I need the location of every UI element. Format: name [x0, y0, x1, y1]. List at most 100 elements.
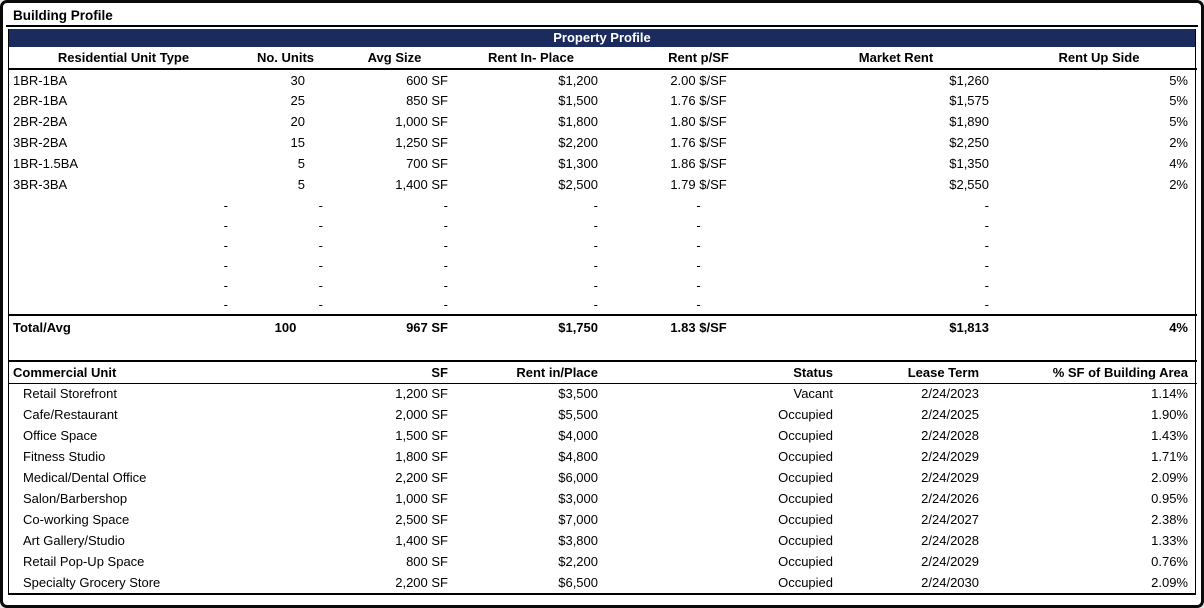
table-cell: 800 SF — [406, 554, 448, 569]
table-cell: 1.71% — [1151, 449, 1188, 464]
table-cell: 25 — [290, 93, 305, 108]
table-cell: Office Space — [23, 428, 98, 443]
total-row: Total/Avg 100 967 SF $1,750 1.83 $/SF $1,813 4… — [9, 314, 1197, 338]
table-cell: 2.00 $/SF — [670, 72, 727, 88]
column-header: Commercial Unit — [9, 361, 316, 384]
table-cell: $6,000 — [558, 470, 598, 485]
table-cell: $7,000 — [558, 512, 598, 527]
empty-cell: - — [593, 217, 598, 233]
table-cell: $4,000 — [558, 428, 598, 443]
commercial-header-row: Commercial Unit SF Rent in/Place Status Leas… — [9, 361, 1197, 384]
column-header: Rent In- Place — [456, 47, 606, 70]
table-cell: Salon/Barbershop — [23, 491, 128, 506]
empty-cell: - — [223, 257, 228, 273]
table-cell: 4% — [1169, 156, 1188, 171]
table-cell: 2,200 SF — [395, 575, 448, 590]
table-cell: $1,350 — [949, 156, 989, 171]
table-row: Retail Pop-Up Space 800 SF $2,200 Occupied 2… — [9, 551, 1197, 572]
table-row: 1BR-1.5BA 5 700 SF $1,300 1.86 $/SF $1,350 4% — [9, 153, 1197, 174]
column-header: Avg Size — [333, 47, 456, 70]
empty-cell — [1001, 195, 1197, 215]
empty-cell: - — [318, 217, 323, 233]
table-cell: 1.14% — [1151, 386, 1188, 402]
empty-cell — [1001, 215, 1197, 235]
empty-cell: - — [443, 237, 448, 253]
commercial-units-table: Commercial Unit SF Rent in/Place Status Leas… — [9, 360, 1197, 593]
table-cell: Medical/Dental Office — [23, 470, 147, 485]
table-cell: 1,200 SF — [395, 386, 448, 402]
column-header: Market Rent — [791, 47, 1001, 70]
empty-cell: - — [318, 277, 323, 293]
table-cell: 2,500 SF — [395, 512, 448, 527]
table-cell: 2.09% — [1151, 470, 1188, 485]
table-cell: 1BR-1.5BA — [13, 156, 79, 171]
table-row: Office Space 1,500 SF $4,000 Occupied 2/24/2… — [9, 425, 1197, 446]
table-cell: 30 — [290, 72, 305, 88]
table-cell: 2.09% — [1151, 575, 1188, 590]
table-cell: 2/24/2026 — [921, 491, 979, 506]
table-cell: 2/24/2029 — [921, 470, 979, 485]
empty-cell: - — [318, 257, 323, 273]
empty-cell: - — [696, 237, 701, 253]
table-cell: $1,890 — [949, 114, 989, 129]
page-title: Building Profile — [6, 3, 1198, 27]
table-cell: $1,260 — [949, 72, 989, 88]
empty-cell: - — [593, 297, 598, 312]
total-cell: $1,813 — [791, 314, 1001, 338]
table-cell: $1,500 — [558, 93, 598, 108]
table-cell: 5 — [297, 177, 305, 192]
table-row: Salon/Barbershop 1,000 SF $3,000 Occupied 2/… — [9, 488, 1197, 509]
empty-cell: - — [223, 277, 228, 293]
table-cell: Occupied — [778, 512, 833, 527]
empty-cell — [1001, 235, 1197, 255]
table-cell: 0.76% — [1151, 554, 1188, 569]
table-cell: 3BR-2BA — [13, 135, 68, 150]
table-cell: 2/24/2027 — [921, 512, 979, 527]
column-header: Status — [606, 361, 841, 384]
empty-cell: - — [593, 277, 598, 293]
table-cell: $6,500 — [558, 575, 598, 590]
empty-row: ------ — [9, 195, 1197, 215]
table-cell: $3,800 — [558, 533, 598, 548]
table-cell: $3,500 — [558, 386, 598, 402]
table-row: Retail Storefront 1,200 SF $3,500 Vacant 2/2… — [9, 383, 1197, 404]
table-cell: 2/24/2028 — [921, 428, 979, 443]
table-cell: $2,200 — [558, 135, 598, 150]
table-cell: $4,800 — [558, 449, 598, 464]
table-cell: 5 — [297, 156, 305, 171]
table-cell: Vacant — [793, 386, 833, 402]
table-cell: Occupied — [778, 575, 833, 590]
empty-cell: - — [223, 217, 228, 233]
empty-cell: - — [223, 197, 228, 213]
table-row: 1BR-1BA 30 600 SF $1,200 2.00 $/SF $1,260 5% — [9, 69, 1197, 90]
table-cell: Co-working Space — [23, 512, 130, 527]
empty-cell: - — [593, 237, 598, 253]
column-header: Lease Term — [841, 361, 991, 384]
table-cell: 1,250 SF — [395, 135, 448, 150]
column-header: Rent in/Place — [456, 361, 606, 384]
table-cell: 2% — [1169, 135, 1188, 150]
empty-cell: - — [443, 217, 448, 233]
table-cell: 2/24/2028 — [921, 533, 979, 548]
empty-cell: - — [984, 257, 989, 273]
column-header: No. Units — [238, 47, 333, 70]
empty-cell: - — [318, 237, 323, 253]
table-cell: $1,200 — [558, 72, 598, 88]
table-cell: Cafe/Restaurant — [23, 407, 118, 422]
table-cell: 1,500 SF — [395, 428, 448, 443]
table-cell: 5% — [1169, 114, 1188, 129]
table-cell: $1,300 — [558, 156, 598, 171]
table-cell: 2,200 SF — [395, 470, 448, 485]
table-cell: $2,200 — [558, 554, 598, 569]
table-row: 2BR-2BA 20 1,000 SF $1,800 1.80 $/SF $1,890 5% — [9, 111, 1197, 132]
section-gap — [9, 338, 1195, 360]
empty-cell: - — [984, 197, 989, 213]
empty-cell: - — [223, 237, 228, 253]
table-cell: 1.76 $/SF — [670, 135, 727, 150]
table-cell: Retail Storefront — [23, 386, 117, 402]
empty-cell — [1001, 255, 1197, 275]
table-cell: 2.38% — [1151, 512, 1188, 527]
table-cell: 600 SF — [406, 72, 448, 88]
empty-cell: - — [984, 297, 989, 312]
table-cell: 2/24/2029 — [921, 449, 979, 464]
